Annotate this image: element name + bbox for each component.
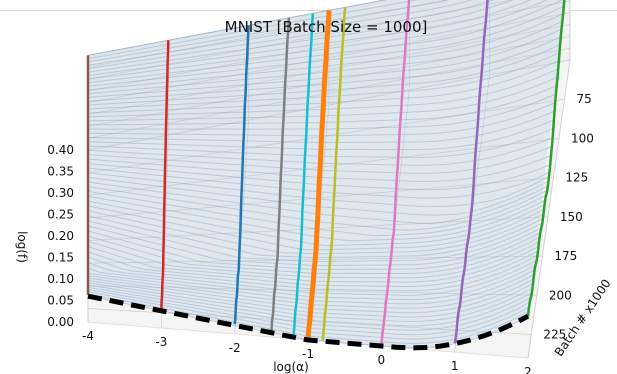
- min-path: [87, 293, 530, 351]
- alpha-curve: [305, 9, 332, 341]
- z-axis-label: log(f): [15, 231, 29, 263]
- top-divider: [0, 10, 617, 11]
- grid-line: [87, 138, 559, 196]
- alpha-curve: [292, 13, 315, 337]
- minimum-path: [87, 293, 530, 351]
- y-tick-label: 150: [560, 210, 583, 224]
- z-tick-label: 0.40: [47, 143, 74, 157]
- alpha-curve: [380, 0, 411, 347]
- x-tick-label: 0: [378, 353, 386, 367]
- y-tick-label: 225: [543, 327, 566, 341]
- z-tick-label: 0.30: [47, 186, 74, 200]
- loss-surface: [87, 0, 566, 349]
- z-tick-label: 0.15: [47, 251, 74, 265]
- z-tick-label: 0.35: [47, 165, 74, 179]
- surface-fill: [88, 0, 566, 348]
- alpha-curve: [321, 7, 347, 341]
- alpha-curve: [453, 0, 489, 344]
- grid-line: [87, 98, 565, 174]
- tick-labels: -4 -3 -2 -1 0 1 2 0.00 0.05 0.10 0.15 0.20 0.25 0.30 0…: [47, 92, 594, 374]
- x-tick-label: -1: [302, 347, 314, 361]
- grid-line: [527, 59, 571, 359]
- y-tick-label: 200: [549, 288, 572, 302]
- z-tick-label: 0.10: [47, 272, 74, 286]
- alpha-curve: [160, 40, 170, 313]
- y-tick-label: 100: [571, 131, 594, 145]
- alpha-curve: [526, 0, 566, 317]
- z-tick-label: 0.20: [47, 229, 74, 243]
- y-tick-label: 75: [576, 92, 591, 106]
- alpha-curves: [86, 0, 566, 347]
- z-tick-label: 0.05: [47, 294, 74, 308]
- x-tick-label: -4: [82, 329, 94, 343]
- z-tick-label: 0.25: [47, 208, 74, 222]
- x-axis-label: log(α): [273, 360, 309, 374]
- x-tick-label: -2: [229, 341, 241, 355]
- alpha-curve: [233, 25, 250, 325]
- alpha-curve: [270, 17, 291, 334]
- chart-title: MNIST [Batch Size = 1000]: [225, 18, 428, 36]
- y-tick-label: 125: [565, 171, 588, 185]
- z-tick-label: 0.00: [47, 315, 74, 329]
- y-tick-label: 175: [554, 249, 577, 263]
- x-tick-label: 2: [524, 365, 532, 374]
- x-tick-label: 1: [451, 359, 459, 373]
- x-tick-label: -3: [155, 335, 167, 349]
